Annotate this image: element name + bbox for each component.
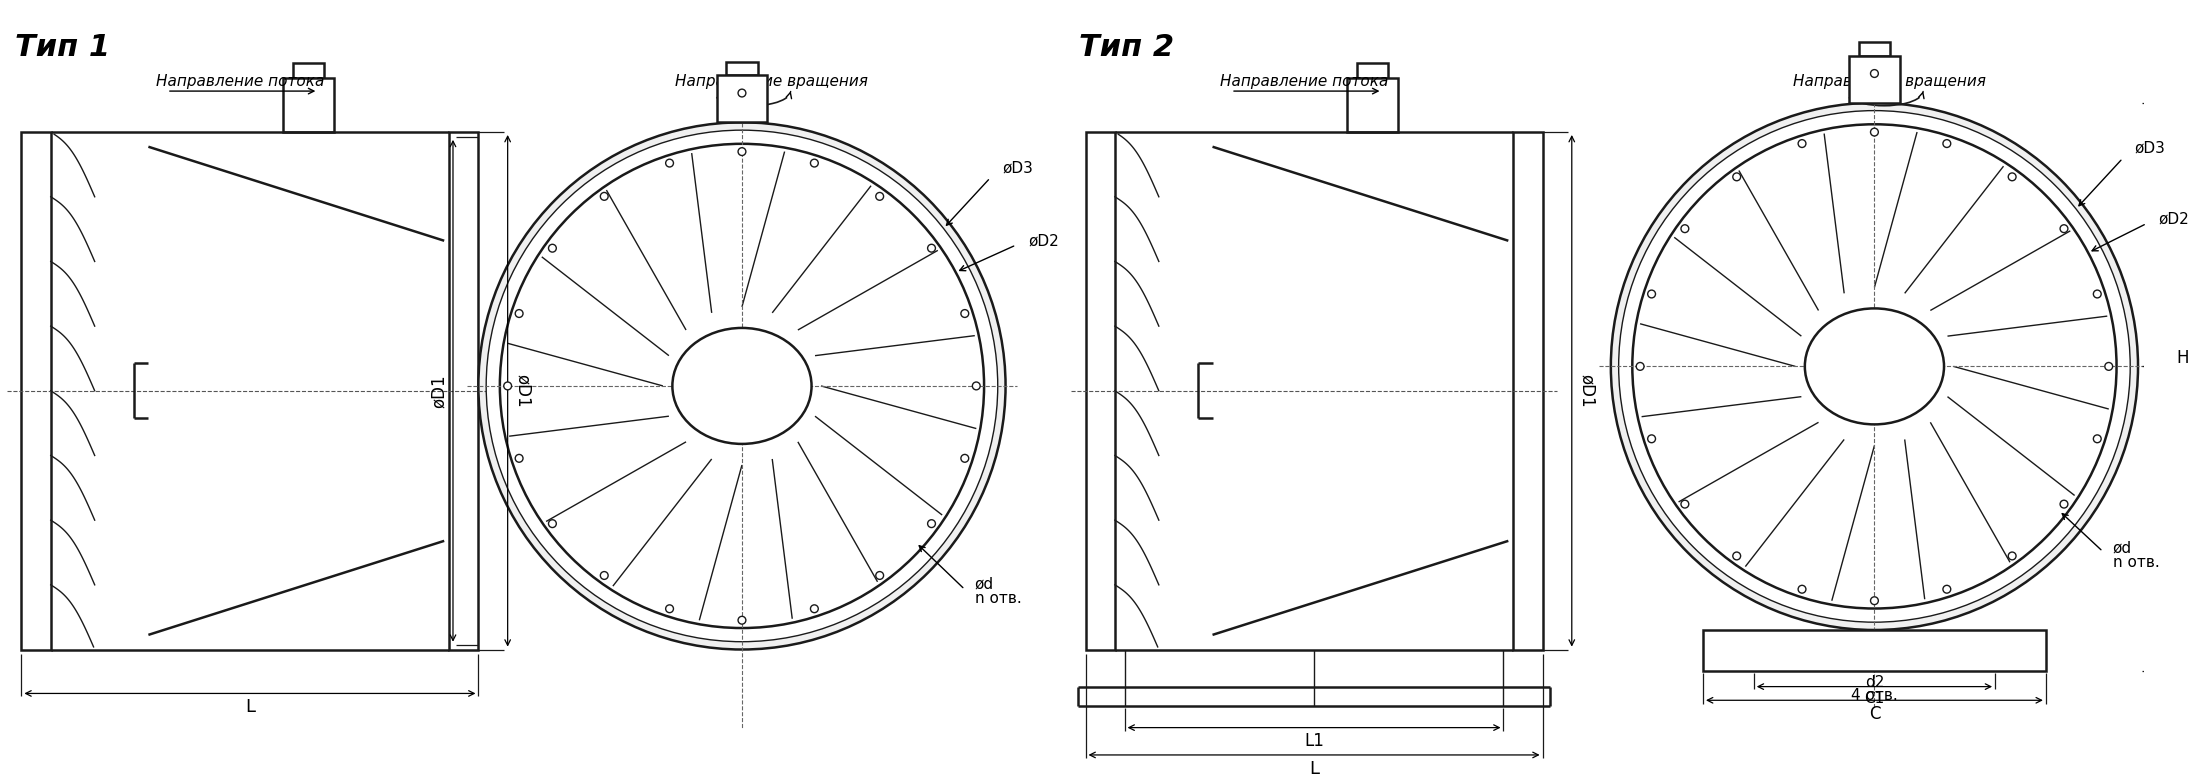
- Ellipse shape: [1805, 309, 1943, 424]
- Bar: [450, 132, 479, 650]
- Circle shape: [2060, 225, 2069, 233]
- Circle shape: [1943, 586, 1950, 594]
- Circle shape: [1733, 552, 1741, 560]
- Circle shape: [1647, 435, 1656, 442]
- Bar: [22, 132, 51, 650]
- Circle shape: [876, 193, 883, 200]
- Bar: [1348, 78, 1399, 132]
- Text: øD1: øD1: [514, 374, 531, 408]
- Text: øD2: øD2: [1028, 233, 1058, 248]
- Circle shape: [738, 616, 747, 624]
- Text: C1: C1: [1864, 691, 1884, 705]
- Circle shape: [876, 572, 883, 579]
- Circle shape: [927, 244, 935, 252]
- Text: n отв.: n отв.: [2113, 555, 2159, 570]
- Circle shape: [1871, 128, 1878, 136]
- Circle shape: [600, 572, 608, 579]
- Circle shape: [665, 159, 674, 167]
- Text: ød: ød: [975, 576, 995, 591]
- Text: n отв.: n отв.: [975, 591, 1021, 606]
- Circle shape: [1680, 500, 1689, 508]
- Bar: [1357, 63, 1388, 78]
- Circle shape: [962, 309, 968, 317]
- Circle shape: [665, 604, 674, 612]
- Circle shape: [516, 454, 523, 462]
- Bar: [1085, 132, 1116, 650]
- Text: Направление потока: Направление потока: [1221, 74, 1388, 88]
- Circle shape: [1799, 139, 1805, 147]
- Circle shape: [549, 520, 556, 528]
- Circle shape: [501, 144, 984, 628]
- Bar: [292, 63, 325, 78]
- Text: øD2: øD2: [2159, 211, 2189, 226]
- Bar: [283, 78, 334, 132]
- Text: øD1: øD1: [430, 374, 448, 408]
- Text: ød: ød: [2113, 540, 2132, 555]
- Circle shape: [1733, 173, 1741, 181]
- Ellipse shape: [672, 328, 813, 444]
- Text: øD3: øD3: [1001, 161, 1032, 175]
- Circle shape: [2060, 500, 2069, 508]
- Text: L1: L1: [1304, 732, 1324, 750]
- Text: øD3: øD3: [2135, 141, 2165, 156]
- Bar: [1849, 56, 1900, 103]
- Circle shape: [738, 148, 747, 156]
- Circle shape: [927, 520, 935, 528]
- Circle shape: [1636, 363, 1645, 370]
- Circle shape: [2104, 363, 2113, 370]
- Circle shape: [1618, 110, 2130, 622]
- Circle shape: [1632, 124, 2117, 608]
- Circle shape: [973, 382, 979, 390]
- Circle shape: [810, 159, 819, 167]
- Circle shape: [810, 604, 819, 612]
- Text: L: L: [246, 698, 255, 716]
- Circle shape: [738, 89, 747, 97]
- Circle shape: [1612, 103, 2139, 630]
- Text: C: C: [1869, 705, 1880, 723]
- Circle shape: [2009, 173, 2016, 181]
- Circle shape: [1799, 586, 1805, 594]
- Circle shape: [503, 382, 512, 390]
- Bar: [1704, 630, 2047, 671]
- Text: Направление вращения: Направление вращения: [674, 74, 867, 88]
- Text: 4 отв.: 4 отв.: [1851, 688, 1897, 703]
- Text: Направление потока: Направление потока: [156, 74, 325, 88]
- Circle shape: [549, 244, 556, 252]
- Circle shape: [1871, 597, 1878, 604]
- Circle shape: [485, 130, 997, 642]
- Circle shape: [600, 193, 608, 200]
- Text: øD1: øD1: [1579, 374, 1596, 408]
- Circle shape: [1647, 290, 1656, 298]
- Bar: [727, 62, 758, 75]
- Circle shape: [1871, 70, 1878, 78]
- Circle shape: [479, 122, 1006, 650]
- Bar: [716, 75, 766, 122]
- Circle shape: [516, 309, 523, 317]
- Text: H: H: [2176, 348, 2189, 366]
- Circle shape: [1943, 139, 1950, 147]
- Text: Тип 1: Тип 1: [15, 33, 110, 62]
- Text: L: L: [1309, 760, 1320, 778]
- Circle shape: [2093, 435, 2102, 442]
- Text: Тип 2: Тип 2: [1078, 33, 1175, 62]
- Bar: [1858, 42, 1891, 56]
- Text: Направление вращения: Направление вращения: [1792, 74, 1985, 88]
- Circle shape: [2093, 290, 2102, 298]
- Bar: [1513, 132, 1542, 650]
- Circle shape: [962, 454, 968, 462]
- Circle shape: [2009, 552, 2016, 560]
- Text: d2: d2: [1864, 675, 1884, 690]
- Circle shape: [1680, 225, 1689, 233]
